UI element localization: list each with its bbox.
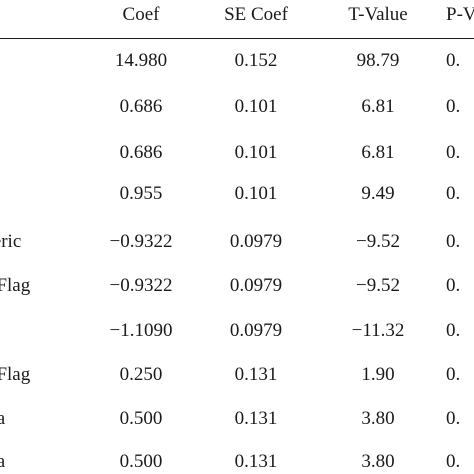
cell-se-coef: 0.0979 [229, 320, 283, 341]
cell-se-coef: 0.101 [234, 96, 278, 117]
cell-se-coef: 0.152 [234, 50, 278, 71]
cell-t-value: −9.52 [356, 231, 400, 252]
cell-t-value: 1.90 [361, 364, 395, 385]
cell-coef: 0.686 [119, 96, 163, 117]
cell-se-coef: 0.131 [234, 451, 278, 472]
cell-term: meric [0, 231, 22, 252]
cell-se-coef: 0.0979 [229, 275, 283, 296]
cell-p-value: 0. [446, 183, 461, 204]
cell-p-value: 0. [446, 142, 461, 163]
cell-se-coef: 0.131 [234, 408, 278, 429]
cell-se-coef: 0.131 [234, 364, 278, 385]
header-rule [0, 38, 474, 39]
cell-t-value: 9.49 [361, 183, 395, 204]
cell-coef: 0.686 [119, 142, 163, 163]
cell-term: Tea [0, 451, 6, 472]
cell-term: Tea [0, 408, 6, 429]
cell-se-coef: 0.101 [234, 142, 278, 163]
cell-coef: 0.500 [119, 408, 163, 429]
cell-t-value: 6.81 [361, 96, 395, 117]
cell-t-value: −11.32 [351, 320, 405, 341]
cell-term: et Flag [0, 364, 31, 385]
cell-p-value: 0. [446, 364, 461, 385]
header-p-value: P-V [446, 4, 474, 25]
cell-p-value: 0. [446, 50, 461, 71]
cell-coef: −0.9322 [109, 231, 173, 252]
cell-coef: −0.9322 [109, 275, 173, 296]
cell-p-value: 0. [446, 451, 461, 472]
cell-term: et Flag [0, 275, 31, 296]
cell-se-coef: 0.0979 [229, 231, 283, 252]
cell-se-coef: 0.101 [234, 183, 278, 204]
cell-coef: 14.980 [114, 50, 168, 71]
header-se-coef: SE Coef [224, 4, 288, 25]
cell-p-value: 0. [446, 231, 461, 252]
cell-coef: 0.500 [119, 451, 163, 472]
cell-p-value: 0. [446, 408, 461, 429]
cell-t-value: 3.80 [361, 408, 395, 429]
cell-coef: 0.955 [119, 183, 163, 204]
cell-coef: −1.1090 [109, 320, 173, 341]
cell-t-value: 3.80 [361, 451, 395, 472]
cell-p-value: 0. [446, 96, 461, 117]
cell-t-value: 6.81 [361, 142, 395, 163]
header-t-value: T-Value [348, 4, 408, 25]
cell-p-value: 0. [446, 320, 461, 341]
cell-p-value: 0. [446, 275, 461, 296]
cell-coef: 0.250 [119, 364, 163, 385]
cell-t-value: 98.79 [356, 50, 400, 71]
header-coef: Coef [122, 4, 160, 25]
cell-t-value: −9.52 [356, 275, 400, 296]
